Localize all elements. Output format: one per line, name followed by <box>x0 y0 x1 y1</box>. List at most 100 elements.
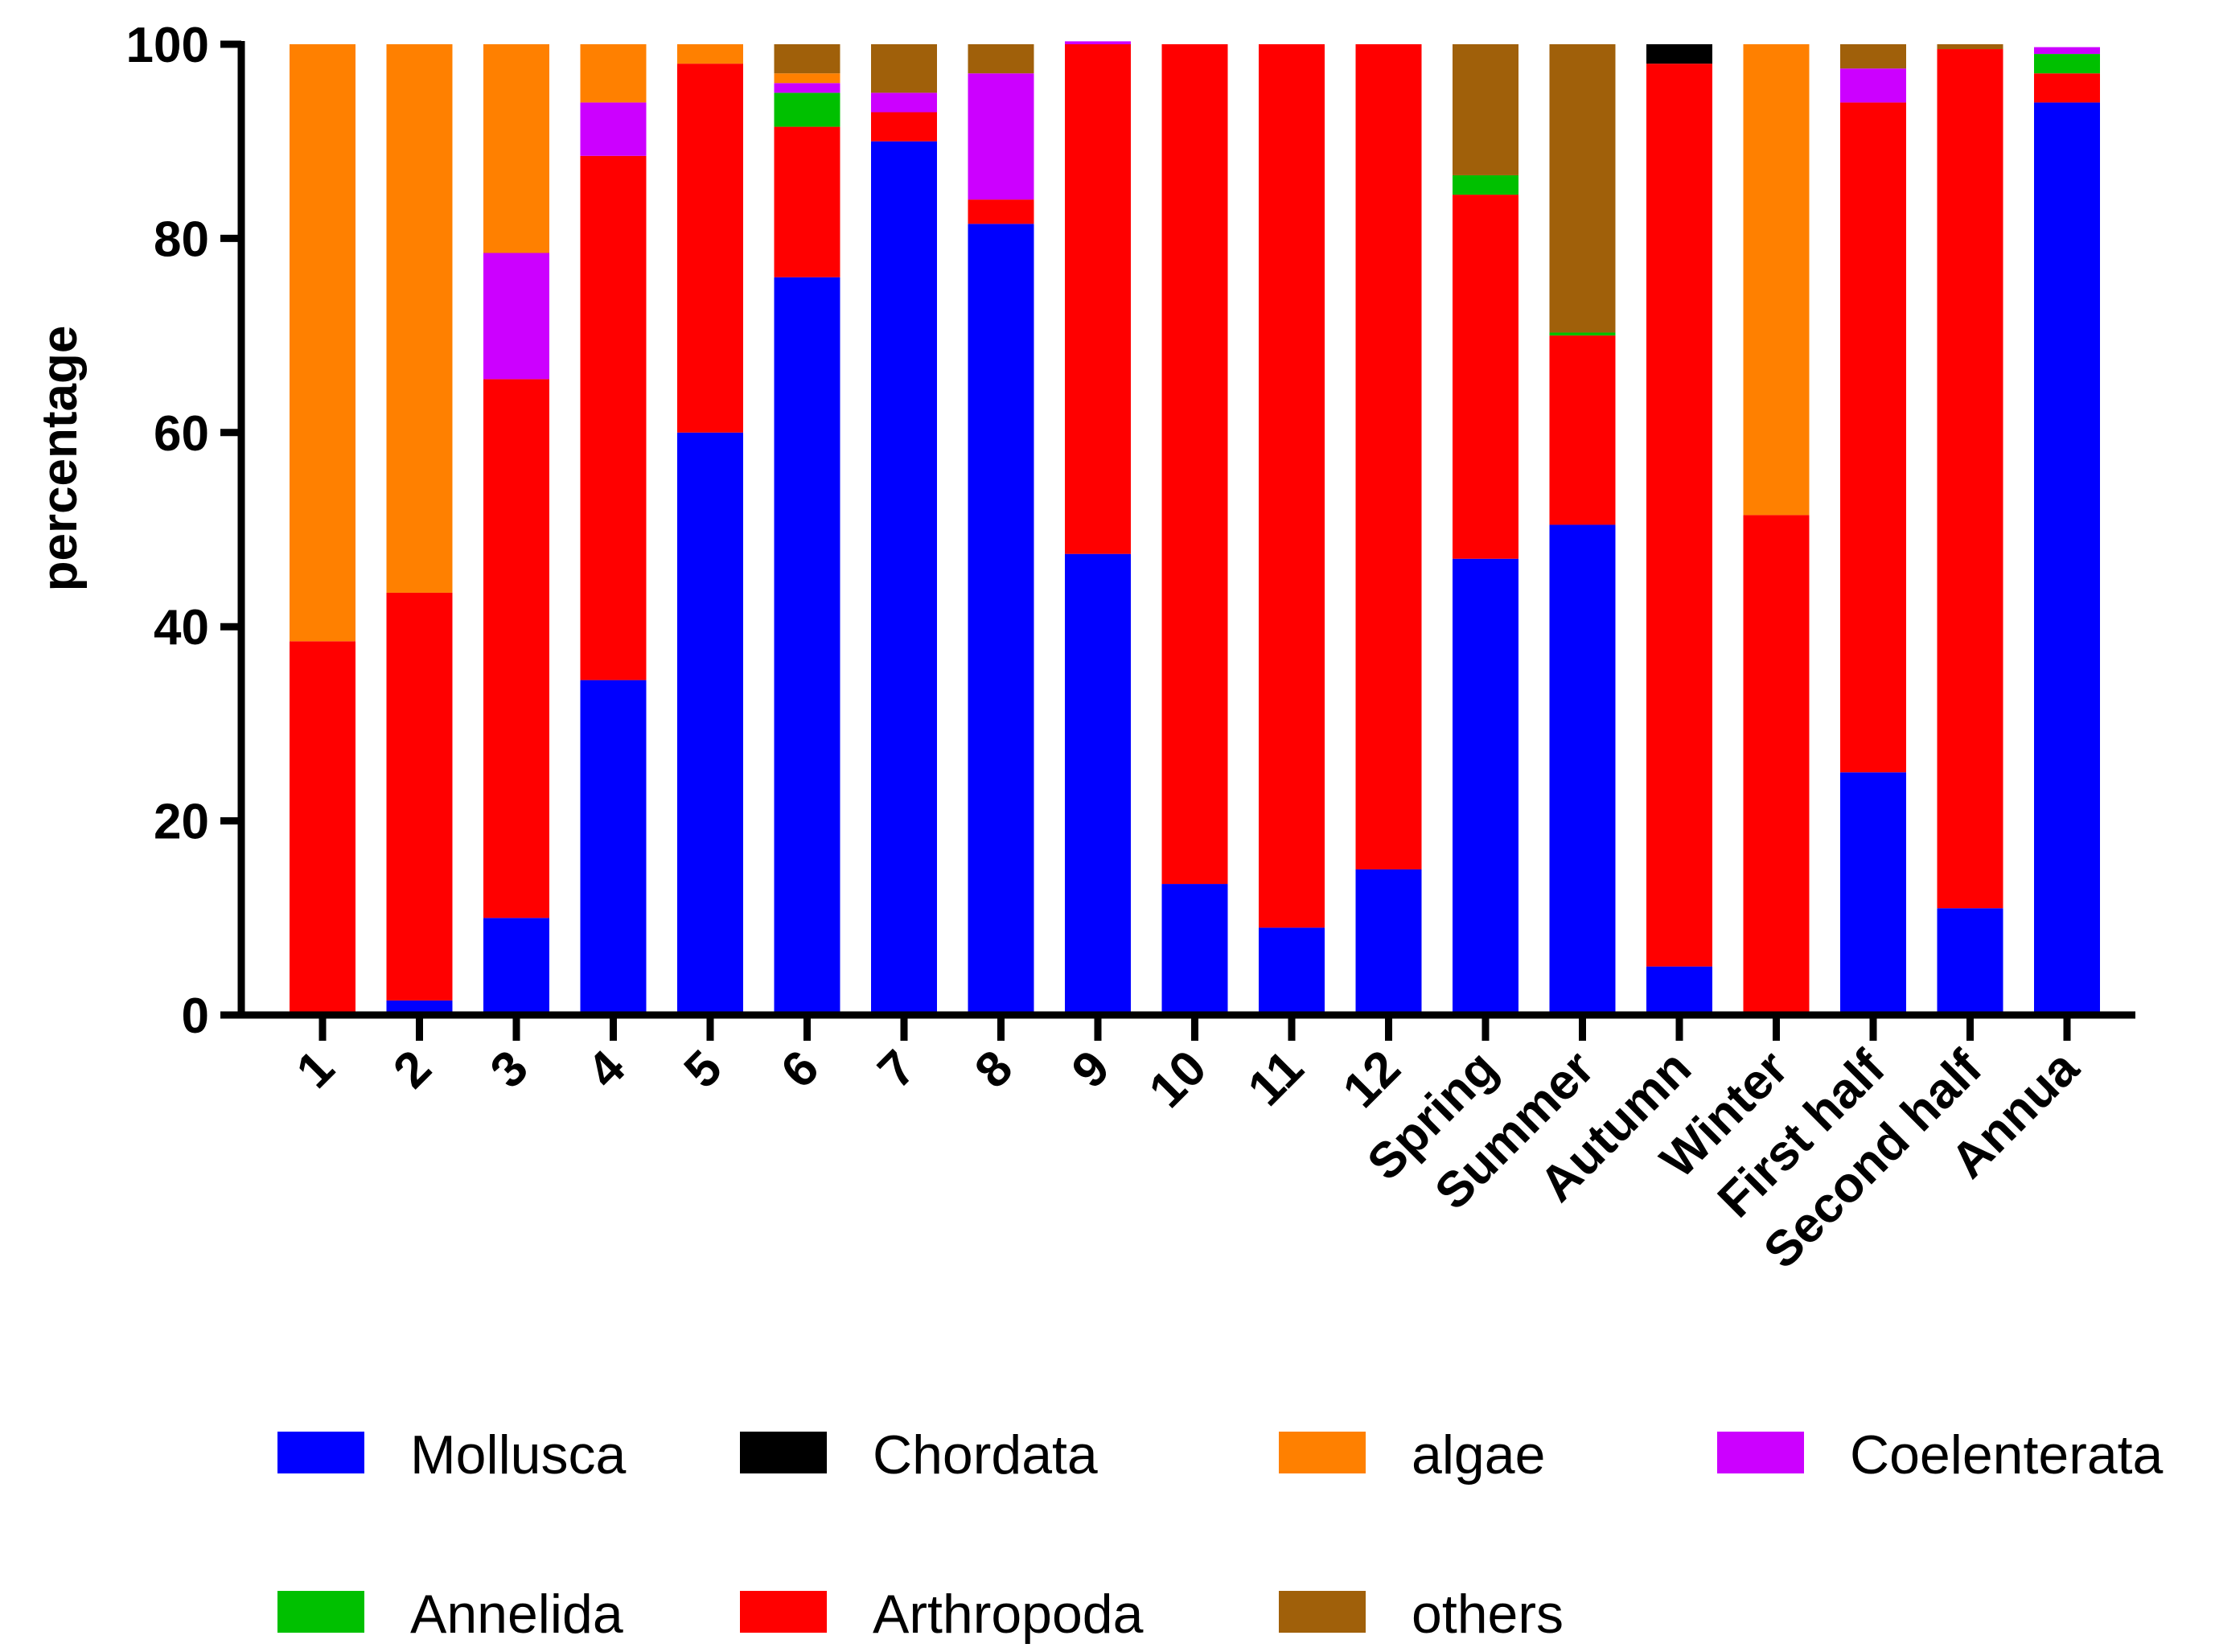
bar-segment-arthropoda-second-half <box>1937 49 2003 909</box>
bar-segment-coelenterata-8 <box>968 73 1034 200</box>
legend-swatch-chordata <box>740 1432 827 1473</box>
bar-segment-mollusca-5 <box>677 432 743 1015</box>
bar-segment-arthropoda-winter <box>1743 515 1810 1015</box>
legend-label-mollusca: Mollusca <box>410 1424 626 1486</box>
bar-segment-chordata-autumn <box>1646 44 1712 64</box>
bar-segment-algae-1 <box>290 44 355 642</box>
bar-segment-others-8 <box>968 44 1034 74</box>
legend-swatch-algae <box>1279 1432 1366 1473</box>
bar-segment-arthropoda-5 <box>677 64 743 433</box>
bar-segment-arthropoda-11 <box>1259 44 1325 928</box>
y-axis-label: percentage <box>32 326 88 592</box>
legend-label-arthropoda: Arthropoda <box>873 1584 1144 1645</box>
bar-segment-arthropoda-annua <box>2034 73 2100 103</box>
axes-group <box>237 41 2135 1019</box>
bar-segment-algae-2 <box>386 44 453 593</box>
bar-segment-algae-3 <box>483 44 549 253</box>
bar-segment-others-7 <box>871 44 937 93</box>
bar-segment-mollusca-4 <box>580 680 647 1015</box>
legend-label-annelida: Annelida <box>410 1584 623 1645</box>
bar-segment-mollusca-10 <box>1161 884 1228 1015</box>
bar-segment-arthropoda-summer <box>1549 335 1616 525</box>
bar-segment-arthropoda-9 <box>1065 44 1131 554</box>
bar-segment-arthropoda-4 <box>580 155 647 680</box>
legend-swatch-arthropoda <box>740 1591 827 1633</box>
bar-segment-annelida-spring <box>1453 175 1518 195</box>
bar-segment-others-6 <box>774 44 840 74</box>
bar-segment-coelenterata-6 <box>774 83 840 93</box>
bar-segment-coelenterata-9 <box>1065 41 1131 44</box>
bar-segment-mollusca-3 <box>483 918 549 1015</box>
bar-segment-algae-5 <box>677 44 743 64</box>
y-tick-label: 100 <box>126 18 209 73</box>
bar-segment-mollusca-7 <box>871 141 937 1016</box>
x-tick-label: 8 <box>964 1040 1023 1099</box>
bar-segment-others-first-half <box>1840 44 1906 69</box>
bar-segment-coelenterata-annua <box>2034 47 2100 55</box>
bar-segment-arthropoda-12 <box>1355 44 1422 869</box>
legend-label-chordata: Chordata <box>873 1424 1098 1486</box>
bar-segment-coelenterata-3 <box>483 253 549 380</box>
x-tick-label: 3 <box>480 1040 539 1099</box>
bar-segment-arthropoda-6 <box>774 126 840 277</box>
bar-segment-coelenterata-7 <box>871 92 937 113</box>
y-tick-label: 60 <box>154 406 209 462</box>
bar-segment-annelida-summer <box>1549 332 1616 336</box>
bar-segment-coelenterata-first-half <box>1840 68 1906 103</box>
x-ticks-group: 1 2 3 4 5 6 7 8 9 10 11 12SpringSummerAutumnWinterF… <box>286 1015 2090 1279</box>
bar-segment-arthropoda-autumn <box>1646 64 1712 967</box>
bar-segment-mollusca-6 <box>774 277 840 1015</box>
bars-group <box>290 41 2100 1016</box>
bar-segment-arthropoda-1 <box>290 641 355 1015</box>
bar-segment-mollusca-first-half <box>1840 772 1906 1015</box>
bar-segment-algae-winter <box>1743 44 1810 516</box>
legend-swatch-coelenterata <box>1717 1432 1804 1473</box>
legend: Mollusca Chordata algae Coelenterata Annelid… <box>277 1424 2164 1645</box>
bar-segment-algae-6 <box>774 73 840 84</box>
bar-segment-others-second-half <box>1937 44 2003 50</box>
legend-label-coelenterata: Coelenterata <box>1850 1424 2164 1486</box>
y-tick-label: 40 <box>154 600 209 655</box>
legend-swatch-others <box>1279 1591 1366 1633</box>
bar-segment-mollusca-spring <box>1453 558 1518 1015</box>
legend-swatch-annelida <box>277 1591 364 1633</box>
bar-segment-coelenterata-4 <box>580 102 647 156</box>
bar-segment-mollusca-autumn <box>1646 966 1712 1015</box>
bar-segment-arthropoda-10 <box>1161 44 1228 885</box>
bar-segment-annelida-6 <box>774 92 840 127</box>
bar-segment-mollusca-8 <box>968 224 1034 1015</box>
y-ticks-group: 0 20 40 60 80 100 <box>126 18 241 1044</box>
x-tick-label: 6 <box>771 1040 829 1099</box>
bar-segment-arthropoda-7 <box>871 112 937 142</box>
x-tick-label: 11 <box>1238 1040 1314 1116</box>
legend-label-algae: algae <box>1412 1424 1545 1486</box>
bar-segment-mollusca-12 <box>1355 869 1422 1015</box>
legend-label-others: others <box>1412 1584 1564 1645</box>
bar-segment-mollusca-second-half <box>1937 908 2003 1015</box>
bar-segment-mollusca-annua <box>2034 102 2100 1015</box>
x-tick-label: 7 <box>868 1040 927 1099</box>
bar-segment-mollusca-summer <box>1549 524 1616 1015</box>
bar-segment-others-spring <box>1453 44 1518 175</box>
bar-segment-mollusca-11 <box>1259 927 1325 1015</box>
bar-segment-annelida-annua <box>2034 54 2100 74</box>
bar-segment-mollusca-9 <box>1065 553 1131 1015</box>
bar-segment-algae-4 <box>580 44 647 103</box>
bar-segment-arthropoda-2 <box>386 592 453 1001</box>
x-tick-label: 10 <box>1139 1040 1218 1119</box>
x-tick-label: 5 <box>674 1040 733 1099</box>
bar-segment-others-summer <box>1549 44 1616 333</box>
x-tick-label: 9 <box>1062 1040 1120 1099</box>
bar-segment-arthropoda-3 <box>483 379 549 918</box>
y-tick-label: 80 <box>154 212 209 267</box>
bar-segment-arthropoda-8 <box>968 199 1034 224</box>
x-tick-label: 2 <box>383 1040 442 1099</box>
bar-segment-arthropoda-first-half <box>1840 102 1906 773</box>
legend-swatch-mollusca <box>277 1432 364 1473</box>
bar-segment-mollusca-2 <box>386 1000 453 1015</box>
x-tick-label: 12 <box>1333 1040 1412 1119</box>
x-tick-label: 4 <box>577 1040 636 1099</box>
x-tick-label: 1 <box>286 1040 345 1099</box>
y-tick-label: 20 <box>154 795 209 850</box>
